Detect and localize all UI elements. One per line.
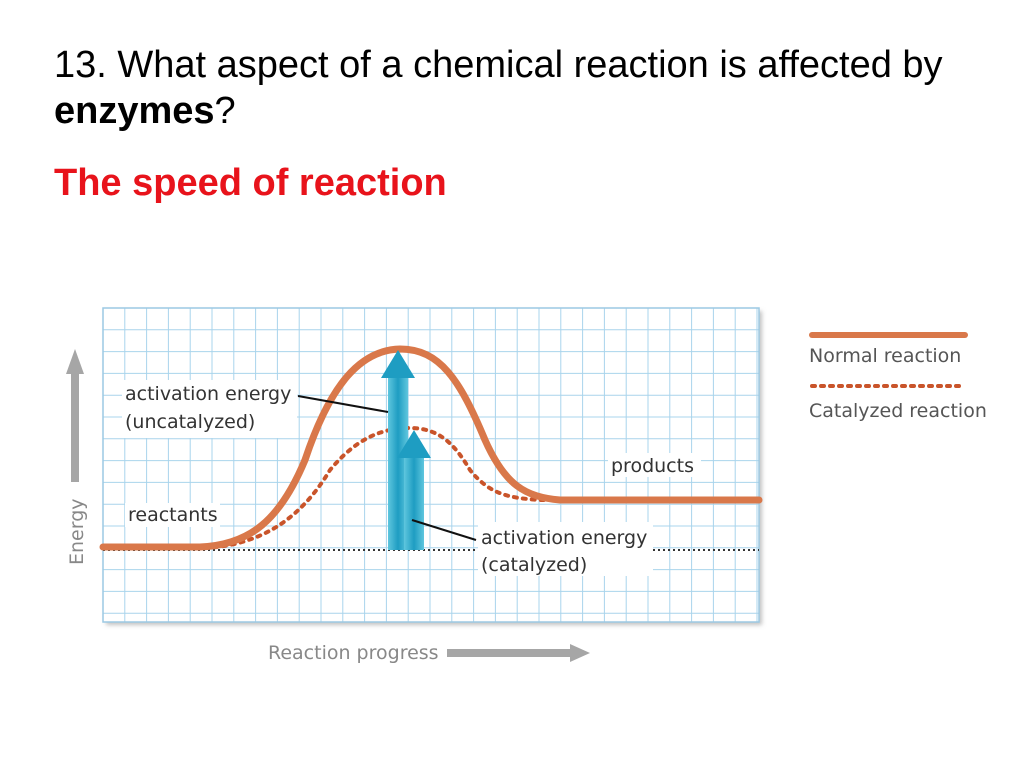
question-suffix: ? — [214, 90, 236, 132]
catalyzed-label-line1: activation energy — [481, 527, 647, 549]
uncatalyzed-activation-arrow — [381, 350, 415, 550]
question-text: 13. What aspect of a chemical reaction i… — [54, 42, 984, 134]
plot-border — [102, 307, 760, 623]
uncatalyzed-label-line1: activation energy — [125, 383, 291, 405]
products-label: products — [611, 455, 694, 477]
catalyzed-reaction-curve — [203, 425, 761, 550]
reaction-progress-label: Reaction progress — [268, 642, 439, 664]
catalyzed-activation-arrow — [397, 430, 431, 550]
energy-axis-arrow — [66, 349, 84, 482]
uncatalyzed-leader-line — [297, 395, 389, 413]
reaction-progress-arrow — [447, 644, 590, 662]
normal-reaction-curve — [99, 345, 763, 551]
legend-catalyzed-label: Catalyzed reaction — [809, 400, 987, 422]
legend-normal-label: Normal reaction — [809, 345, 961, 367]
answer-text: The speed of reaction — [54, 162, 447, 204]
legend: Normal reaction Catalyzed reaction — [809, 332, 987, 422]
energy-axis-label: Energy — [66, 498, 88, 565]
question-prefix: 13. What aspect of a chemical reaction i… — [54, 44, 943, 86]
uncatalyzed-label-line2: (uncatalyzed) — [125, 411, 255, 433]
question-keyword: enzymes — [54, 90, 215, 132]
catalyzed-leader-line — [411, 519, 477, 541]
catalyzed-label-line2: (catalyzed) — [481, 554, 587, 576]
reactants-label: reactants — [128, 504, 218, 526]
